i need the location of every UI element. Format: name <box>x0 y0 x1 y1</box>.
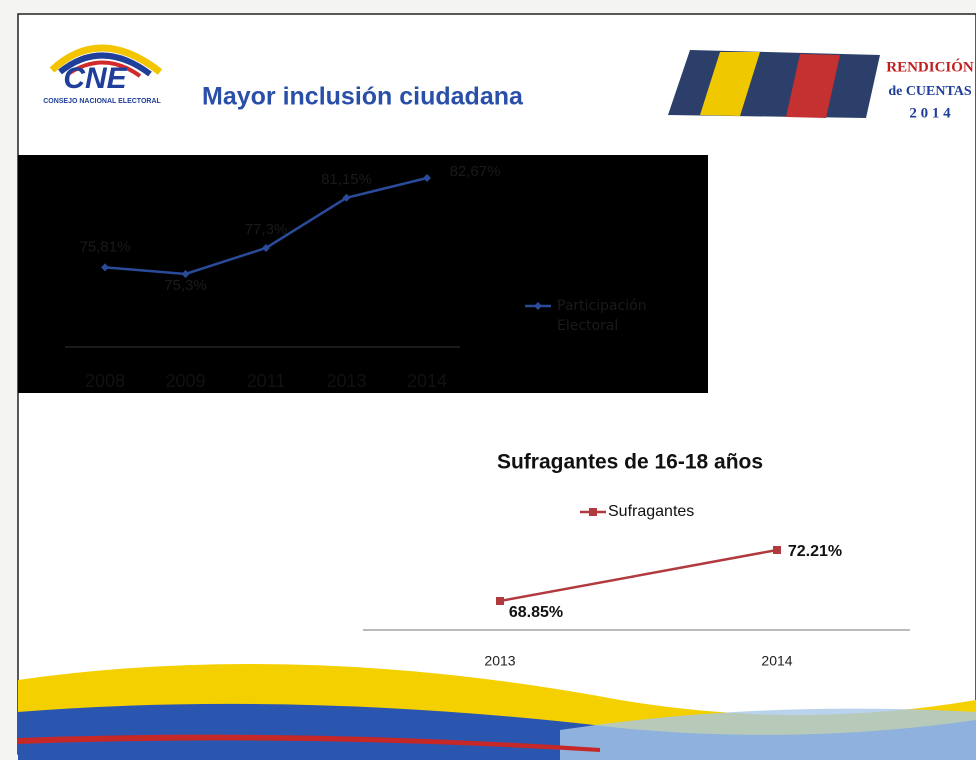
point-marker <box>423 174 431 182</box>
legend-marker <box>589 508 597 516</box>
x-tick-label: 2009 <box>165 371 205 391</box>
x-tick-label: 2013 <box>326 371 366 391</box>
data-label: 77,3% <box>245 221 288 238</box>
point-marker <box>342 193 351 202</box>
data-label: 72.21% <box>788 543 842 560</box>
point-marker <box>101 263 109 272</box>
point-marker <box>181 270 190 278</box>
data-label: 75,81% <box>80 238 131 255</box>
x-tick-label: 2011 <box>247 371 286 391</box>
badge-photo <box>668 50 880 118</box>
point-marker <box>262 243 270 252</box>
logo-arc <box>49 44 163 75</box>
legend-label: Sufragantes <box>608 503 694 520</box>
legend-marker <box>534 302 542 310</box>
series-line <box>499 548 778 603</box>
logo-subtitle: CONSEJO NACIONAL ELECTORAL <box>43 98 161 105</box>
x-tick-label: 2013 <box>484 653 515 669</box>
x-tick-label: 2014 <box>407 371 447 391</box>
data-label: 82,67% <box>450 163 501 180</box>
point-marker <box>773 546 781 554</box>
wave <box>18 734 600 752</box>
badge-text: RENDICIÓN <box>886 58 974 75</box>
x-tick-label: 2014 <box>761 653 792 669</box>
point-marker <box>496 597 504 605</box>
x-tick-label: 2008 <box>85 371 125 391</box>
data-label: 81,15% <box>321 171 372 188</box>
logo-text: CNE <box>63 62 127 95</box>
badge-text: 2 0 1 4 <box>909 105 951 121</box>
data-label: 75,3% <box>164 277 207 294</box>
badge-photo <box>700 52 760 116</box>
logo-arc <box>58 52 152 77</box>
logo-arc <box>66 60 142 78</box>
legend-label: Participación Electoral <box>557 298 647 334</box>
slide-title: Mayor inclusión ciudadana <box>202 83 524 111</box>
badge-text: de CUENTAS <box>888 84 972 99</box>
wave <box>560 708 976 760</box>
chart-title: Sufragantes de 16-18 años <box>497 451 763 474</box>
badge-photo <box>786 54 840 118</box>
chart-background <box>18 155 708 393</box>
data-label: 68.85% <box>509 604 563 621</box>
